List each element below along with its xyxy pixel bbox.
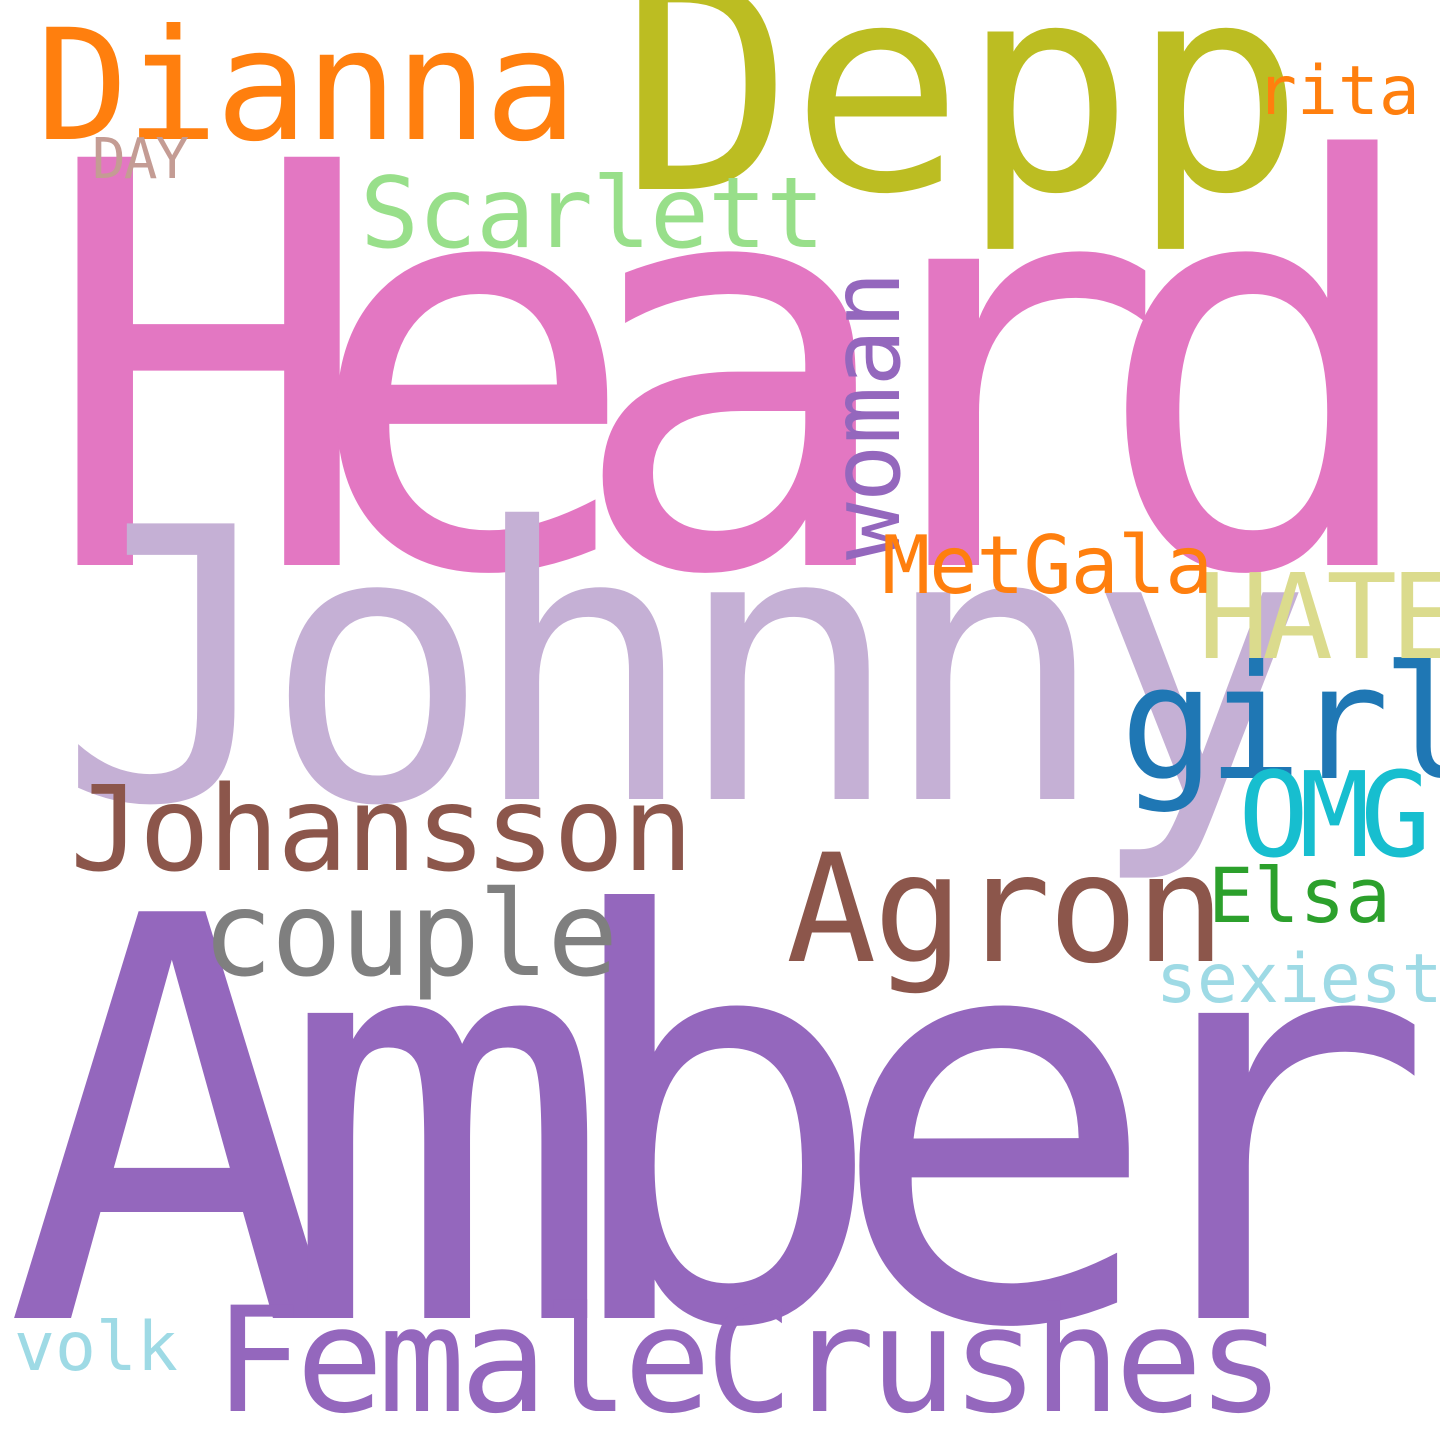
- word-hate: HATE: [1198, 548, 1440, 686]
- word-scarlett: Scarlett: [360, 157, 825, 271]
- word-depp: Depp: [620, 0, 1305, 257]
- word-johnny: Johnny: [58, 449, 1313, 889]
- word-femalecrushes: FemaleCrushes: [214, 1276, 1285, 1440]
- word-agron: Agron: [786, 823, 1226, 997]
- word-dianna: Dianna: [36, 0, 577, 176]
- word-volk: volk: [14, 1308, 178, 1387]
- word-rita: rita: [1256, 52, 1420, 131]
- word-amber: Amber: [4, 800, 1436, 1440]
- word-couple: couple: [202, 865, 618, 1003]
- word-heard: Heard: [40, 46, 1430, 698]
- word-sexiest: sexiest: [1156, 940, 1440, 1019]
- word-omg: OMG: [1238, 746, 1431, 884]
- word-johansson: Johansson: [70, 760, 693, 898]
- word-day: DAY: [92, 127, 189, 192]
- word-metgala: MetGala: [882, 519, 1213, 612]
- word-girl: girl: [1120, 632, 1440, 816]
- word-elsa: Elsa: [1208, 851, 1392, 940]
- word-woman: woman: [810, 271, 922, 560]
